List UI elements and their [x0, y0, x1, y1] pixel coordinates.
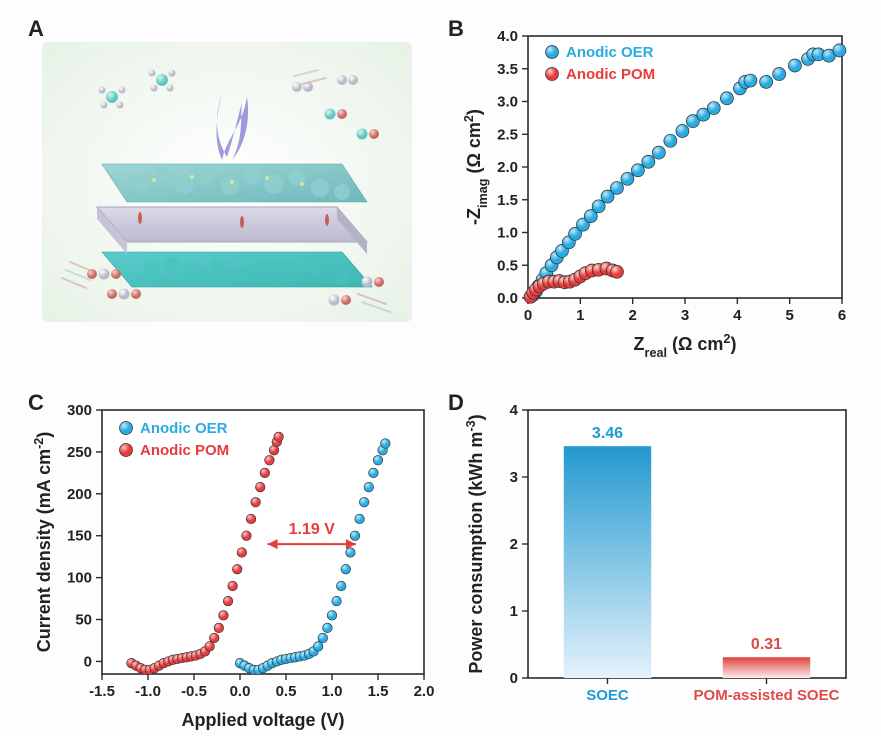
svg-text:0.0: 0.0 — [497, 290, 518, 307]
svg-text:SOEC: SOEC — [586, 687, 629, 704]
panel-c-chart: -1.5 -1.0 -0.5 0.0 0.5 1.0 1.5 2.0 0 50 100 150 200 2… — [28, 396, 438, 736]
svg-text:-0.5: -0.5 — [181, 683, 207, 700]
svg-text:4: 4 — [733, 307, 742, 324]
svg-text:3: 3 — [681, 307, 689, 324]
svg-text:0: 0 — [510, 670, 518, 687]
panel-a-schematic — [42, 42, 412, 322]
svg-text:3: 3 — [510, 469, 518, 486]
svg-text:-1.5: -1.5 — [89, 683, 115, 700]
svg-text:Anodic POM: Anodic POM — [140, 442, 229, 459]
svg-text:4: 4 — [510, 402, 519, 419]
svg-text:250: 250 — [67, 444, 92, 461]
panel-b-chart: 0 1 2 3 4 5 6 0.0 0.5 1.0 1.5 2.0 2.5 3.0 3.5 4.0 Zreal … — [460, 22, 860, 362]
svg-text:1: 1 — [510, 603, 518, 620]
svg-text:6: 6 — [838, 307, 846, 324]
svg-text:2.5: 2.5 — [497, 126, 518, 143]
svg-text:2.0: 2.0 — [497, 159, 518, 176]
svg-text:4.0: 4.0 — [497, 28, 518, 45]
svg-text:0.0: 0.0 — [230, 683, 251, 700]
svg-text:0.5: 0.5 — [497, 257, 518, 274]
svg-text:300: 300 — [67, 402, 92, 419]
svg-text:1.5: 1.5 — [497, 192, 518, 209]
svg-text:0: 0 — [524, 307, 532, 324]
svg-text:5: 5 — [785, 307, 793, 324]
svg-text:Anodic OER: Anodic OER — [140, 420, 228, 437]
svg-text:POM-assisted SOEC: POM-assisted SOEC — [694, 687, 840, 704]
svg-text:200: 200 — [67, 486, 92, 503]
svg-text:2: 2 — [510, 536, 518, 553]
svg-text:1: 1 — [576, 307, 584, 324]
svg-text:1.0: 1.0 — [497, 225, 518, 242]
svg-text:Zreal (Ω cm2): Zreal (Ω cm2) — [634, 332, 737, 360]
svg-text:0.5: 0.5 — [276, 683, 297, 700]
svg-text:-1.0: -1.0 — [135, 683, 161, 700]
svg-text:Power consumption (kWh m-3): Power consumption (kWh m-3) — [464, 414, 486, 673]
panel-d-chart: 0 1 2 3 4 Power consumption (kWh m-3) 3.46 SOEC… — [460, 396, 860, 736]
svg-text:150: 150 — [67, 528, 92, 545]
svg-text:50: 50 — [75, 612, 92, 629]
svg-text:3.5: 3.5 — [497, 61, 518, 78]
svg-text:Applied voltage (V): Applied voltage (V) — [181, 710, 344, 730]
panel-label-a: A — [28, 16, 44, 42]
svg-text:Current density (mA cm-2): Current density (mA cm-2) — [32, 432, 54, 653]
svg-text:-Zimag (Ω cm2): -Zimag (Ω cm2) — [462, 109, 490, 225]
svg-text:1.0: 1.0 — [322, 683, 343, 700]
svg-text:3.0: 3.0 — [497, 94, 518, 111]
svg-text:2: 2 — [628, 307, 636, 324]
svg-text:Anodic POM: Anodic POM — [566, 66, 655, 83]
figure: A B C D — [0, 0, 881, 736]
svg-text:1.19 V: 1.19 V — [289, 521, 336, 538]
svg-text:100: 100 — [67, 570, 92, 587]
svg-text:0.31: 0.31 — [751, 636, 782, 653]
svg-text:1.5: 1.5 — [368, 683, 389, 700]
svg-text:3.46: 3.46 — [592, 425, 623, 442]
svg-text:Anodic OER: Anodic OER — [566, 44, 654, 61]
svg-text:0: 0 — [84, 653, 92, 670]
svg-text:2.0: 2.0 — [414, 683, 435, 700]
